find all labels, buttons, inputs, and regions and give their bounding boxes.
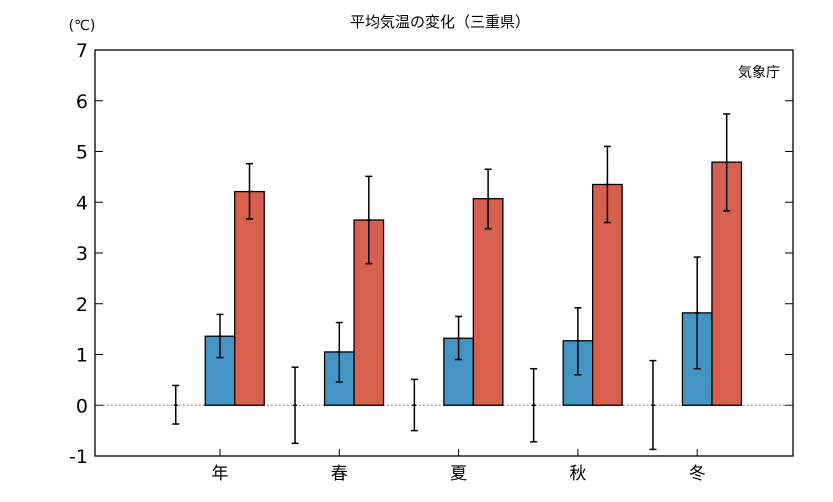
chart-title: 平均気温の変化（三重県） [350,13,530,31]
y-tick-label: 3 [76,243,88,265]
bar-series-2 [234,190,265,406]
x-tick-label: 冬 [689,464,706,484]
y-tick-label: 0 [76,395,88,417]
x-tick-label: 秋 [569,464,586,484]
y-axis-unit: (℃) [69,18,96,34]
plot-frame [94,49,794,457]
bar-series-2 [472,198,504,406]
y-tick-label: 2 [76,294,88,316]
bar-series-2 [711,161,743,406]
source-label: 気象庁 [738,65,780,81]
y-tick-label: 1 [76,345,88,367]
y-tick-label: 7 [76,40,88,62]
x-tick-label: 春 [331,464,348,484]
x-tick-label: 夏 [450,464,467,484]
y-tick-label: -1 [69,446,88,468]
y-tick-label: 5 [76,142,88,164]
y-tick-label: 6 [76,91,88,113]
x-tick-label: 年 [212,464,229,484]
y-tick-label: 4 [76,192,88,214]
